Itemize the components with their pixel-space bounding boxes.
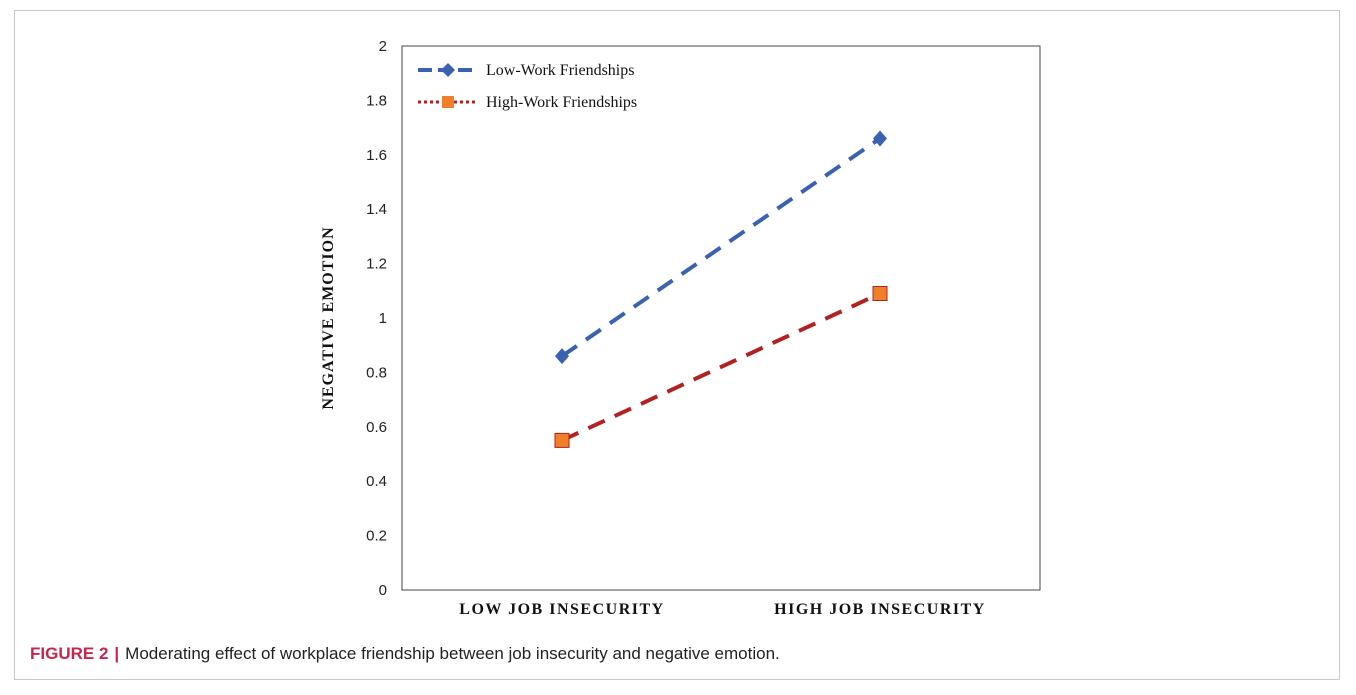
data-point <box>554 432 570 448</box>
caption-label: FIGURE 2 <box>30 644 109 663</box>
figure-frame <box>14 10 1340 680</box>
y-tick-label: 0 <box>379 582 387 599</box>
legend-marker <box>442 96 454 108</box>
data-point <box>872 286 888 302</box>
x-category-label: HIGH JOB INSECURITY <box>774 601 986 618</box>
legend-marker <box>441 63 455 77</box>
series-line <box>561 291 881 443</box>
caption-separator: | <box>114 644 120 663</box>
y-tick-label: 0.2 <box>366 528 387 545</box>
y-tick-label: 0.4 <box>366 473 387 490</box>
y-tick-label: 1 <box>379 310 387 327</box>
figure-caption: FIGURE 2 | Moderating effect of workplace … <box>30 644 780 664</box>
y-tick-label: 1.4 <box>366 201 387 218</box>
data-point <box>873 130 887 147</box>
caption-text: Moderating effect of workplace friendshi… <box>125 644 780 663</box>
chart: 0 0.2 0.4 0.6 0.8 1 1.2 1.4 1.6 1.8 2 LOW JOB INSEC… <box>320 38 1041 618</box>
plot-area <box>401 45 1041 591</box>
y-tick-label: 1.2 <box>366 256 387 273</box>
legend-label: High-Work Friendships <box>486 94 637 111</box>
legend-label: Low-Work Friendships <box>486 62 634 79</box>
x-category-label: LOW JOB INSECURITY <box>459 601 664 618</box>
data-point <box>555 348 569 365</box>
y-tick-label: 0.8 <box>366 364 387 381</box>
y-tick-label: 0.6 <box>366 419 387 436</box>
y-axis-label: NEGATIVE EMOTION <box>320 226 337 409</box>
y-tick-label: 1.6 <box>366 147 387 164</box>
y-tick-label: 2 <box>379 38 387 55</box>
y-tick-label: 1.8 <box>366 92 387 109</box>
series-line <box>560 136 882 358</box>
